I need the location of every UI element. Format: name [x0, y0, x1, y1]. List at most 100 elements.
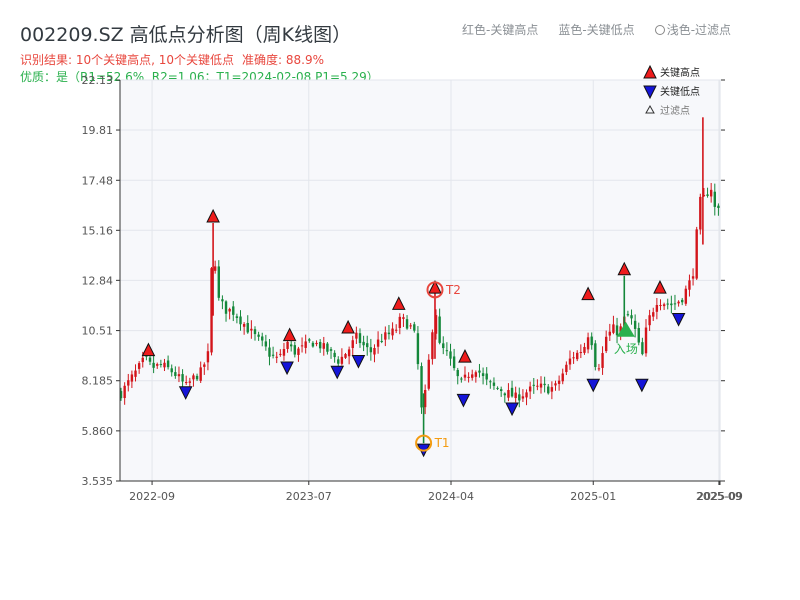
- entry-label: 入场: [614, 342, 638, 356]
- candle-body: [373, 347, 376, 355]
- t1-ring: [415, 434, 433, 452]
- candle-body: [170, 368, 173, 373]
- candle-body: [666, 303, 669, 305]
- key-high-marker: [341, 319, 355, 334]
- candle-body: [543, 383, 546, 386]
- candle-body: [235, 316, 239, 318]
- x-tick-label: 2022-09: [129, 490, 175, 503]
- candle-body: [518, 394, 521, 401]
- candle-body: [471, 374, 474, 378]
- candle-body: [326, 343, 329, 352]
- candle-body: [192, 375, 195, 380]
- candle-body: [456, 369, 459, 377]
- key-high-marker: [653, 280, 667, 294]
- candle-body: [427, 359, 430, 389]
- candle-body: [271, 354, 275, 356]
- candle-body: [203, 364, 206, 367]
- candle-body: [652, 312, 655, 317]
- candle-body: [695, 229, 698, 279]
- t2-ring: [426, 281, 444, 299]
- candle-body: [586, 337, 590, 350]
- key-low-marker: [178, 386, 193, 400]
- key-low-marker: [635, 378, 649, 393]
- candle-body: [434, 315, 438, 334]
- candle-body: [626, 314, 630, 316]
- candle-body: [633, 320, 637, 329]
- candle-body: [181, 374, 184, 382]
- candle-body: [423, 390, 427, 408]
- candle-body: [304, 341, 307, 348]
- candle-body: [127, 380, 130, 386]
- result-text: 识别结果: 10个关键高点, 10个关键低点: [20, 53, 235, 67]
- t2-label: T2: [445, 283, 461, 297]
- candle-body: [409, 325, 412, 327]
- x-tick-label: 2024-04: [428, 490, 474, 503]
- candle-body: [691, 276, 695, 279]
- candle-body: [460, 378, 463, 380]
- candle-body: [402, 317, 405, 319]
- entry-marker: [616, 321, 635, 337]
- candle-body: [148, 357, 152, 362]
- candle-body: [380, 340, 383, 342]
- candle-body: [119, 391, 123, 399]
- candle-body: [673, 303, 677, 305]
- candle-body: [358, 333, 362, 344]
- candle-body: [308, 339, 311, 341]
- candle-body: [413, 324, 416, 331]
- candle-body: [195, 375, 199, 380]
- candle-body: [293, 345, 297, 355]
- candle-body: [431, 332, 434, 360]
- candle-body: [561, 373, 564, 382]
- candle-body: [177, 374, 181, 377]
- candle-body: [152, 362, 155, 368]
- candle-body: [684, 288, 688, 304]
- candle-body: [210, 268, 213, 353]
- candle-body: [384, 332, 387, 340]
- candle-body: [699, 196, 702, 230]
- candle-body: [261, 336, 264, 341]
- candle-body: [163, 362, 166, 368]
- candles: [119, 117, 720, 444]
- legend-filtered-icon: [645, 104, 655, 114]
- candle-body: [467, 376, 470, 378]
- y-tick-label: 5.860: [82, 425, 114, 438]
- candle-body: [709, 189, 713, 197]
- candle-body: [300, 345, 304, 347]
- y-tick-label: 10.51: [82, 325, 114, 338]
- candle-body: [489, 381, 492, 383]
- candle-body: [264, 341, 268, 347]
- candle-body: [492, 382, 496, 386]
- candle-body: [420, 366, 423, 408]
- x-tick-label: 2025-09: [696, 490, 742, 503]
- y-tick-label: 12.84: [82, 274, 114, 287]
- candle-body: [717, 205, 720, 208]
- candle-body: [224, 301, 228, 314]
- candle-body: [485, 373, 488, 380]
- candle-body: [644, 327, 648, 354]
- candle-body: [565, 364, 568, 373]
- candle-body: [507, 390, 510, 398]
- candle-body: [474, 372, 478, 377]
- key-low-marker: [505, 402, 519, 417]
- candle-body: [525, 392, 528, 398]
- candle-body: [318, 341, 322, 349]
- legend-blue-text: 蓝色-关键低点: [558, 23, 635, 37]
- candle-body: [583, 346, 586, 353]
- y-tick-label: 19.81: [82, 124, 114, 137]
- candle-body: [242, 324, 246, 327]
- candle-body: [554, 383, 557, 386]
- candle-body: [166, 360, 170, 368]
- candle-body: [141, 357, 144, 363]
- candle-body: [463, 374, 467, 378]
- key-high-marker: [206, 208, 220, 223]
- y-tick-label: 22.13: [82, 74, 114, 87]
- candle-body: [174, 372, 177, 376]
- candle-body: [398, 316, 402, 328]
- candle-body: [369, 347, 373, 353]
- key-high-marker: [391, 296, 406, 310]
- candle-body: [521, 396, 525, 399]
- candle-body: [547, 386, 550, 394]
- candle-body: [362, 341, 365, 346]
- candle-body: [590, 336, 593, 346]
